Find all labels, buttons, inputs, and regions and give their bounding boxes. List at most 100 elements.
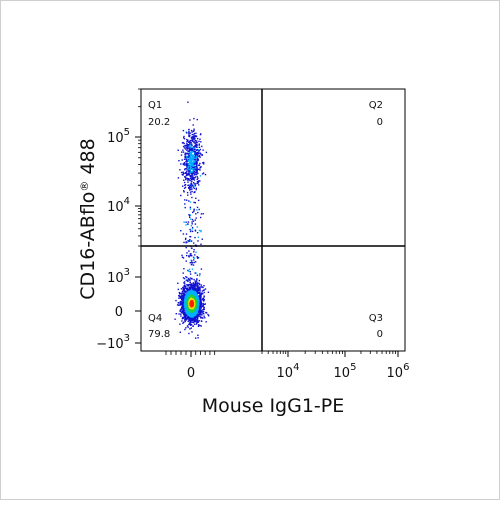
event-dot [196,319,199,322]
event-dot [185,221,187,223]
event-dot [192,156,194,159]
event-dot [199,138,201,140]
event-dot [187,168,189,171]
event-dot [182,145,185,148]
event-dot [183,147,186,149]
event-dot [193,187,195,190]
event-dot [195,142,197,144]
event-dot [196,118,198,121]
event-dot [200,141,202,143]
event-dot [199,148,201,151]
event-dot [179,331,181,333]
event-dot [181,297,184,299]
event-dot [184,145,186,147]
event-dot [191,154,193,156]
event-dot [198,229,201,232]
event-dot [200,286,202,288]
event-dot [202,309,204,311]
event-dot [190,176,192,178]
event-dot [190,172,192,174]
event-dot [177,282,179,284]
event-dot [196,209,198,211]
event-dot [181,173,183,176]
event-dot [192,161,194,163]
event-dot [190,313,192,315]
event-dot [203,298,205,301]
event-dot [203,296,205,298]
event-dot [194,158,196,160]
y-tick-label: 105 [107,127,130,146]
event-dot [185,290,187,293]
event-dot [193,261,195,264]
event-dot [196,322,198,324]
event-dot [200,320,203,322]
event-dot [194,138,196,140]
event-dot [197,289,200,292]
y-axis-label-tail: 488 [77,138,99,180]
event-dot [200,310,203,312]
event-dot [193,172,195,175]
event-dot [191,223,193,225]
event-dot [193,158,195,160]
event-dot [199,167,201,169]
event-dot [179,304,182,306]
event-dot [189,239,191,241]
event-dot [196,141,198,144]
event-dot [182,151,185,153]
event-dot [189,189,191,191]
event-dot [204,317,206,319]
event-dot [195,290,197,292]
event-dot [188,187,190,189]
event-dot [204,173,207,176]
event-dot [189,191,192,193]
event-dot [196,166,198,168]
q2-label: Q2 [369,100,383,111]
event-dot [200,268,203,270]
event-dot [199,315,201,318]
y-axis-label-main: CD16-ABflo [77,192,99,300]
event-dot [183,305,185,307]
event-dot [196,178,198,181]
event-dot [199,169,201,171]
event-dot [191,138,193,140]
event-dot [192,321,194,323]
event-dot [196,206,199,209]
event-dot [182,307,184,309]
event-dot [183,287,185,289]
event-dot [188,147,190,150]
event-dot [194,236,196,239]
event-dot [203,295,205,297]
event-dot [190,240,193,242]
event-dot [198,146,201,148]
event-dot [188,240,190,242]
event-dot [191,289,193,292]
event-dot [183,142,185,145]
event-dot [189,230,192,233]
event-dot [182,233,185,235]
event-dot [192,140,194,142]
event-dot [183,277,186,280]
event-dot [195,317,197,319]
event-dot [197,150,200,152]
event-dot [196,160,199,162]
event-dot [189,216,191,219]
event-dot [183,187,186,189]
event-dot [185,224,187,226]
event-dot [194,174,196,176]
event-dot [198,155,200,157]
event-dot [193,322,195,324]
event-dot [191,133,193,136]
event-dot [190,286,193,289]
event-dot [196,281,198,283]
event-dot [187,181,189,183]
event-dot [201,286,203,288]
event-dot [192,317,195,319]
event-dot [203,315,205,317]
event-dot [195,251,197,253]
event-dot [192,130,195,132]
event-dot [183,282,185,284]
event-dot [185,296,187,298]
event-dot [187,163,190,166]
event-dot [191,173,194,175]
